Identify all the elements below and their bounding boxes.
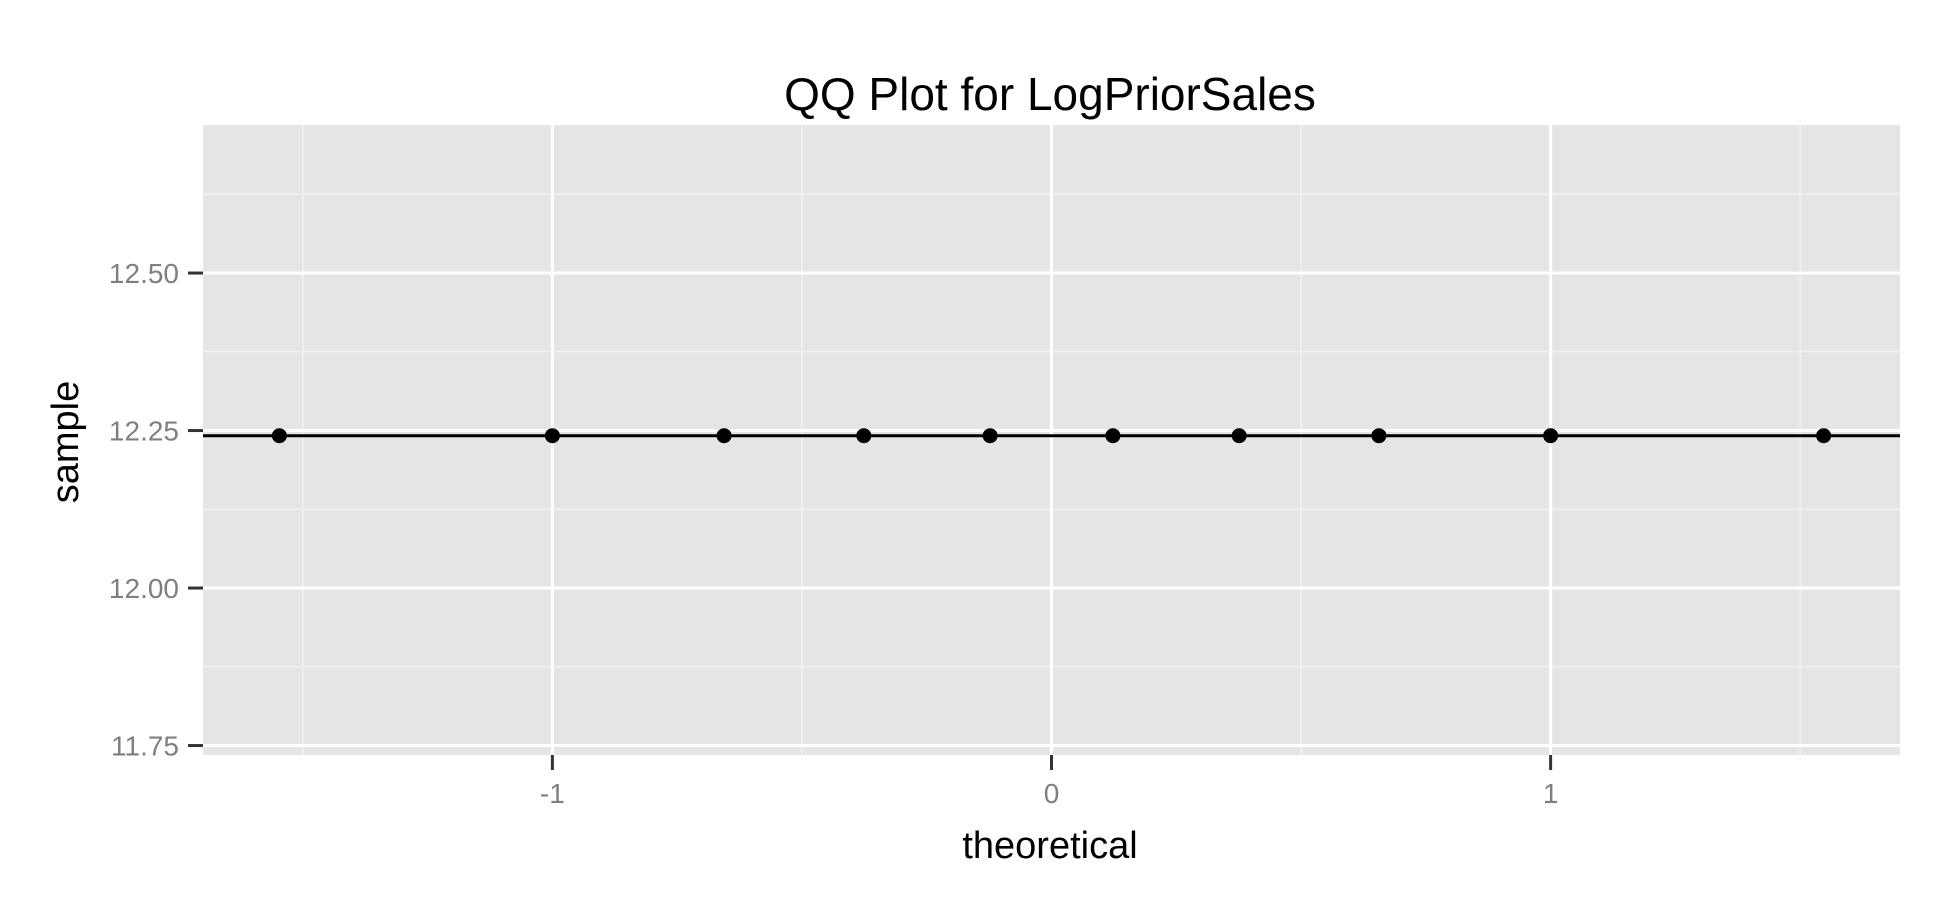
y-tick-label-0: 11.75 <box>111 731 179 762</box>
data-point-3 <box>856 428 872 444</box>
data-point-8 <box>1543 428 1559 444</box>
y-axis-title: sample <box>45 381 87 504</box>
data-point-7 <box>1371 428 1387 444</box>
data-point-2 <box>716 428 732 444</box>
data-points <box>271 428 1832 444</box>
chart-title: QQ Plot for LogPriorSales <box>784 68 1316 120</box>
x-tick-label-2: 1 <box>1543 778 1559 809</box>
data-point-5 <box>1105 428 1121 444</box>
x-tick-label-1: 0 <box>1044 778 1060 809</box>
data-point-6 <box>1231 428 1247 444</box>
data-point-0 <box>271 428 287 444</box>
x-tick-label-0: -1 <box>540 778 565 809</box>
data-point-9 <box>1816 428 1832 444</box>
data-point-4 <box>982 428 998 444</box>
y-tick-label-3: 12.50 <box>109 258 179 289</box>
x-axis-title: theoretical <box>962 825 1137 867</box>
y-axis: 11.75 12.00 12.25 12.50 <box>109 258 203 762</box>
data-point-1 <box>544 428 560 444</box>
y-tick-label-1: 12.00 <box>109 573 179 604</box>
x-axis: -1 0 1 <box>540 755 1558 809</box>
y-tick-label-2: 12.25 <box>109 416 179 447</box>
